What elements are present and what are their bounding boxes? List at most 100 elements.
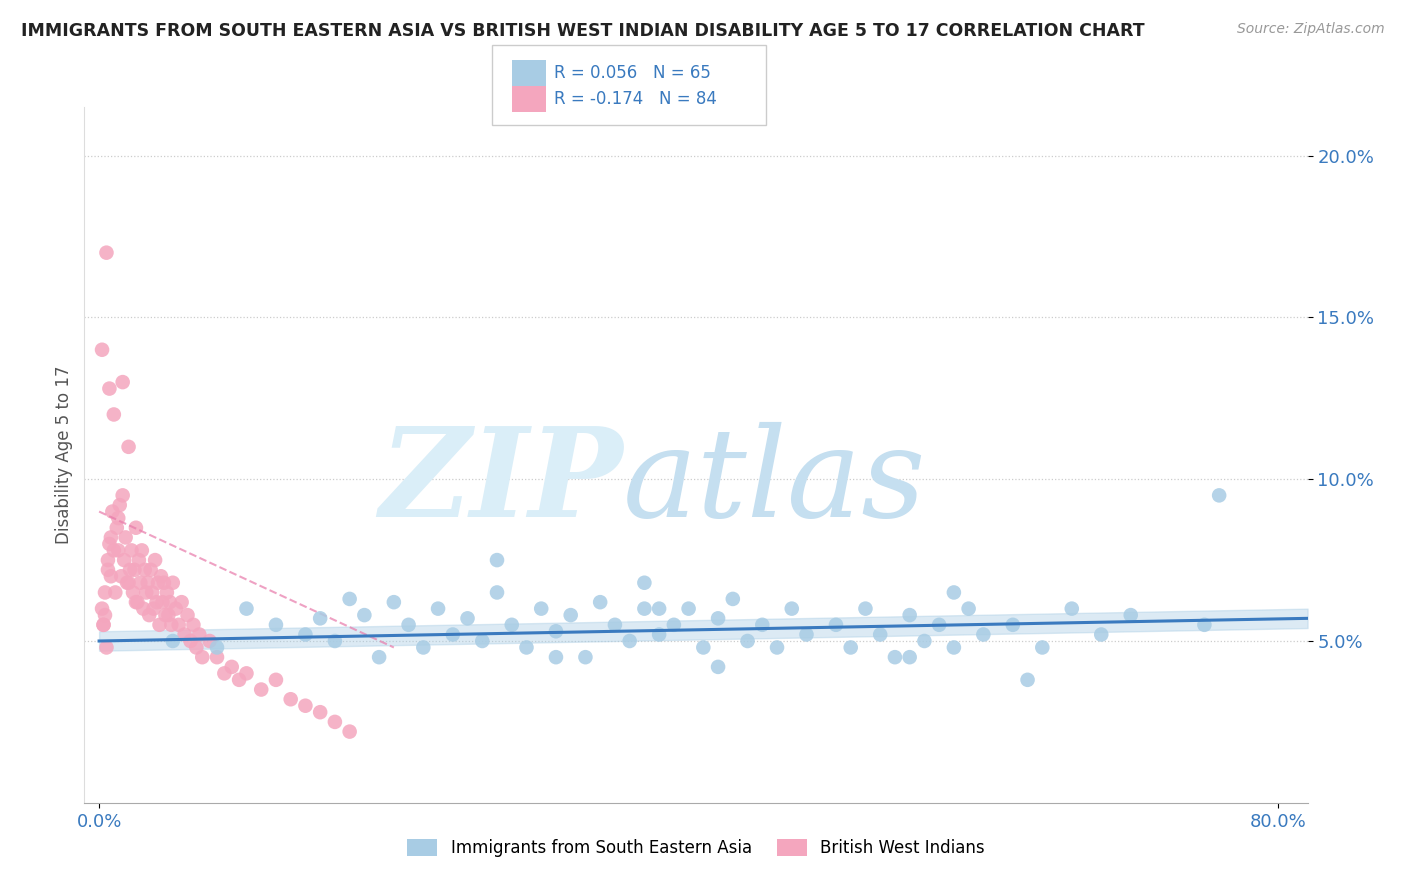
Point <box>112 553 135 567</box>
Point <box>139 563 162 577</box>
Point <box>152 595 174 609</box>
Text: IMMIGRANTS FROM SOUTH EASTERN ASIA VS BRITISH WEST INDIAN DISABILITY AGE 5 TO 17: IMMIGRANTS FROM SOUTH EASTERN ASIA VS BR… <box>21 22 1144 40</box>
Point <box>485 585 508 599</box>
Point <box>173 627 195 641</box>
Point <box>100 569 122 583</box>
Point <box>115 575 138 590</box>
Point <box>134 563 156 577</box>
Point <box>98 537 121 551</box>
Point <box>912 634 935 648</box>
Point <box>678 601 700 615</box>
Point <box>707 660 730 674</box>
Point <box>125 595 148 609</box>
Y-axis label: Disability Age 5 to 17: Disability Age 5 to 17 <box>55 366 73 544</box>
Text: Source: ZipAtlas.com: Source: ZipAtlas.com <box>1237 22 1385 37</box>
Point <box>142 601 165 615</box>
Point <box>191 650 214 665</box>
Point <box>157 608 180 623</box>
Point <box>574 650 596 665</box>
Point <box>544 624 567 639</box>
Point <box>228 673 250 687</box>
Point <box>648 627 671 641</box>
Point <box>589 595 612 609</box>
Point <box>1090 627 1112 641</box>
Point <box>176 608 198 623</box>
Point <box>214 666 236 681</box>
Point <box>530 601 553 615</box>
Point <box>179 634 201 648</box>
Point <box>264 617 287 632</box>
Point <box>544 650 567 665</box>
Point <box>162 634 184 648</box>
Point <box>1060 601 1083 615</box>
Point <box>928 617 950 632</box>
Text: atlas: atlas <box>623 422 927 543</box>
Point <box>97 553 120 567</box>
Text: R = -0.174   N = 84: R = -0.174 N = 84 <box>554 90 717 108</box>
Point <box>121 543 143 558</box>
Point <box>117 440 139 454</box>
Point <box>294 627 316 641</box>
Point <box>162 575 184 590</box>
Point <box>1119 608 1142 623</box>
Point <box>107 511 129 525</box>
Point <box>294 698 316 713</box>
Point <box>235 666 257 681</box>
Point <box>884 650 907 665</box>
Point <box>707 611 730 625</box>
Point <box>103 408 125 422</box>
Point <box>97 563 120 577</box>
Point <box>603 617 626 632</box>
Point <box>648 601 671 615</box>
Point <box>869 627 891 641</box>
Point <box>398 617 420 632</box>
Point <box>165 601 187 615</box>
Point <box>457 611 479 625</box>
Point <box>1031 640 1053 655</box>
Point <box>309 705 332 719</box>
Point <box>107 543 129 558</box>
Point <box>96 640 118 655</box>
Point <box>205 640 228 655</box>
Point <box>205 650 228 665</box>
Point <box>138 608 160 623</box>
Point <box>132 601 155 615</box>
Text: R = 0.056   N = 65: R = 0.056 N = 65 <box>554 64 711 82</box>
Point <box>117 575 139 590</box>
Point <box>188 627 211 641</box>
Point <box>855 601 877 615</box>
Point <box>110 569 132 583</box>
Text: ZIP: ZIP <box>378 422 623 543</box>
Point <box>198 634 221 648</box>
Point <box>250 682 273 697</box>
Point <box>125 521 148 535</box>
Point <box>1001 617 1024 632</box>
Point <box>839 640 862 655</box>
Point <box>898 608 921 623</box>
Point <box>98 382 121 396</box>
Point <box>323 714 346 729</box>
Point <box>898 650 921 665</box>
Point <box>942 640 965 655</box>
Point <box>501 617 523 632</box>
Legend: Immigrants from South Eastern Asia, British West Indians: Immigrants from South Eastern Asia, Brit… <box>401 832 991 864</box>
Point <box>91 601 114 615</box>
Point <box>692 640 714 655</box>
Point <box>111 488 134 502</box>
Point <box>1017 673 1039 687</box>
Point <box>94 585 117 599</box>
Point <box>353 608 375 623</box>
Point <box>96 245 118 260</box>
Point <box>323 634 346 648</box>
Point <box>100 531 122 545</box>
Point <box>485 553 508 567</box>
Point <box>796 627 818 641</box>
Point <box>170 595 193 609</box>
Point <box>1208 488 1230 502</box>
Point <box>141 585 163 599</box>
Point <box>339 591 361 606</box>
Point <box>108 498 131 512</box>
Point <box>427 601 450 615</box>
Point <box>129 575 152 590</box>
Point <box>104 585 127 599</box>
